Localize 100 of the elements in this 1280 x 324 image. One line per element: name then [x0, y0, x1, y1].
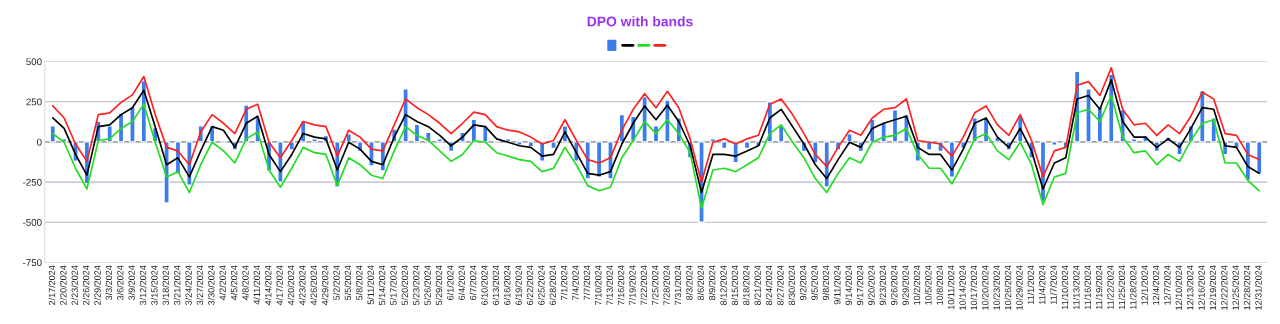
x-tick-label: 7/31/2024 [674, 265, 682, 305]
x-tick-label: 3/24/2024 [185, 265, 192, 306]
x-tick-label: 6/28/2024 [549, 265, 556, 305]
x-tick-label: 4/17/2024 [276, 265, 283, 306]
x-tick-label: 6/7/2024 [469, 265, 477, 300]
x-tick-label: 8/27/2024 [776, 265, 784, 305]
x-tick-label: 11/7/2024 [1050, 265, 1057, 305]
y-tick-label: -750 [23, 259, 42, 267]
x-tick-label: 8/6/2024 [697, 265, 704, 300]
x-tick-label: 11/13/2024 [1072, 265, 1080, 310]
x-tick-label: 10/26/2024 [1004, 265, 1012, 310]
x-tick-label: 5/26/2024 [424, 265, 431, 306]
x-tick-label: 3/21/2024 [173, 265, 181, 306]
x-tick-label: 4/23/2024 [298, 265, 306, 306]
x-tick-label: 8/15/2024 [731, 265, 739, 305]
x-tick-label: 3/15/2024 [151, 265, 158, 306]
x-tick-label: 11/28/2024 [1129, 265, 1137, 310]
x-tick-label: 4/8/2024 [242, 265, 249, 301]
x-tick-label: 12/28/2024 [1243, 265, 1251, 310]
x-tick-label: 3/6/2024 [116, 265, 124, 301]
y-tick-label: 500 [26, 58, 42, 66]
x-tick-label: 11/16/2024 [1084, 265, 1091, 310]
x-tick-label: 7/10/2024 [594, 265, 602, 305]
x-tick-label: 12/13/2024 [1186, 265, 1194, 310]
y-tick-label: 250 [26, 98, 42, 106]
x-tick-label: 5/29/2024 [435, 265, 443, 306]
x-tick-label: 10/14/2024 [959, 265, 966, 310]
x-tick-label: 11/1/2024 [1027, 265, 1035, 305]
x-tick-label: 5/20/2024 [401, 265, 409, 306]
x-tick-label: 7/16/2024 [617, 265, 625, 305]
x-tick-label: 8/18/2024 [742, 265, 750, 305]
x-tick-label: 6/22/2024 [526, 265, 534, 305]
x-tick-label: 6/1/2024 [446, 265, 454, 300]
x-tick-label: 4/5/2024 [230, 265, 238, 301]
x-tick-label: 4/26/2024 [310, 265, 317, 306]
x-tick-label: 8/9/2024 [708, 265, 716, 300]
x-tick-label: 12/25/2024 [1232, 265, 1239, 310]
x-tick-label: 10/2/2024 [913, 265, 921, 305]
y-tick-label: -500 [23, 219, 42, 226]
x-tick-label: 10/17/2024 [970, 265, 978, 310]
x-tick-label: 2/20/2024 [59, 265, 67, 305]
x-tick-label: 7/4/2024 [572, 265, 579, 300]
x-tick-label: 6/25/2024 [537, 265, 545, 305]
x-tick-label: 10/11/2024 [947, 265, 955, 310]
x-tick-label: 12/7/2024 [1163, 265, 1171, 305]
x-tick-label: 11/22/2024 [1107, 265, 1114, 310]
x-tick-label: 9/26/2024 [890, 265, 898, 305]
x-tick-label: 7/22/2024 [640, 265, 648, 305]
x-tick-label: 9/2/2024 [799, 265, 807, 300]
x-tick-label: 4/29/2024 [321, 265, 329, 306]
x-tick-label: 6/4/2024 [458, 265, 465, 300]
x-tick-label: 9/8/2024 [822, 265, 830, 300]
x-tick-label: 3/27/2024 [196, 265, 204, 306]
x-tick-label: 12/1/2024 [1141, 265, 1148, 305]
x-tick-label: 10/20/2024 [981, 265, 989, 310]
x-tick-label: 11/10/2024 [1061, 265, 1069, 310]
x-tick-label: 4/2/2024 [219, 265, 226, 301]
x-tick-label: 12/19/2024 [1209, 265, 1217, 310]
x-tick-label: 3/9/2024 [128, 265, 135, 301]
x-tick-label: 5/8/2024 [355, 265, 363, 300]
x-tick-label: 10/29/2024 [1016, 265, 1023, 310]
x-tick-label: 10/8/2024 [936, 265, 943, 305]
x-tick-label: 8/21/2024 [754, 265, 761, 305]
x-tick-label: 2/23/2024 [71, 265, 78, 305]
x-tick-label: 7/13/2024 [606, 265, 613, 305]
x-tick-label: 5/5/2024 [344, 265, 352, 300]
x-tick-label: 3/3/2024 [105, 265, 113, 301]
x-tick-label: 10/5/2024 [924, 265, 932, 305]
x-tick-label: 6/19/2024 [515, 265, 522, 305]
x-tick-label: 11/25/2024 [1118, 265, 1126, 310]
x-tick-label: 5/2/2024 [333, 265, 340, 300]
x-tick-label: 4/14/2024 [264, 265, 272, 306]
x-tick-label: 6/13/2024 [492, 265, 500, 305]
x-tick-label: 2/26/2024 [82, 265, 90, 305]
x-tick-label: 5/17/2024 [390, 265, 397, 306]
x-tick-label: 5/23/2024 [412, 265, 420, 306]
x-tick-label: 7/19/2024 [629, 265, 636, 305]
x-tick-label: 12/10/2024 [1175, 265, 1182, 310]
x-tick-label: 3/12/2024 [139, 265, 147, 306]
x-tick-label: 12/22/2024 [1220, 265, 1228, 310]
y-tick-label: 0 [37, 138, 42, 146]
x-tick-label: 8/30/2024 [788, 265, 795, 305]
x-tick-label: 9/11/2024 [833, 265, 841, 305]
x-tick-label: 12/31/2024 [1255, 265, 1262, 310]
x-tick-label: 7/7/2024 [583, 265, 591, 300]
x-tick-label: 2/17/2024 [48, 265, 56, 305]
x-tick-label: 12/4/2024 [1152, 265, 1160, 305]
x-tick-label: 2/29/2024 [94, 265, 101, 305]
x-tick-label: 5/14/2024 [378, 265, 386, 306]
x-tick-label: 9/17/2024 [856, 265, 864, 305]
x-tick-label: 3/18/2024 [162, 265, 170, 306]
x-tick-label: 6/16/2024 [503, 265, 511, 305]
x-tick-label: 11/19/2024 [1095, 265, 1103, 310]
x-tick-label: 6/10/2024 [481, 265, 488, 305]
chart-title: DPO with bands [587, 16, 693, 27]
x-tick-label: 7/1/2024 [560, 265, 568, 300]
y-tick-label: -250 [23, 178, 42, 186]
x-tick-label: 7/25/2024 [651, 265, 659, 305]
x-tick-label: 12/16/2024 [1198, 265, 1205, 310]
x-tick-label: 9/29/2024 [902, 265, 909, 305]
